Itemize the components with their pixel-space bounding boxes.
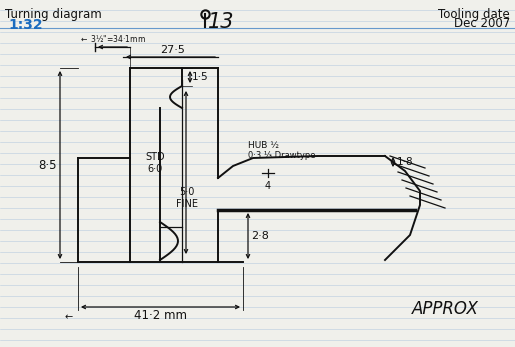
Text: 41·2 mm: 41·2 mm	[134, 309, 187, 322]
Text: Turning diagram: Turning diagram	[5, 8, 102, 21]
Text: 4: 4	[265, 181, 271, 191]
Text: HUB ½: HUB ½	[248, 141, 279, 150]
Text: 0·3 ⅓ Drawtype: 0·3 ⅓ Drawtype	[248, 151, 316, 160]
Text: 8·5: 8·5	[39, 159, 57, 171]
Text: Tooling date: Tooling date	[438, 8, 510, 21]
Text: $\leftarrow$: $\leftarrow$	[63, 311, 75, 321]
Text: 5·0
FINE: 5·0 FINE	[176, 187, 198, 209]
Text: $\leftarrow$ 3½"=34·1mm: $\leftarrow$ 3½"=34·1mm	[78, 33, 146, 44]
Text: STD
6·0: STD 6·0	[145, 152, 165, 174]
Text: 27·5: 27·5	[161, 45, 185, 55]
Text: 13: 13	[208, 12, 234, 32]
Text: 1·8: 1·8	[397, 157, 414, 167]
Text: 1·5: 1·5	[192, 72, 209, 82]
Text: Dec 2007: Dec 2007	[454, 17, 510, 30]
Text: 2·8: 2·8	[251, 231, 269, 241]
Text: 1:32: 1:32	[8, 18, 43, 32]
Text: APPROX: APPROX	[411, 300, 478, 318]
